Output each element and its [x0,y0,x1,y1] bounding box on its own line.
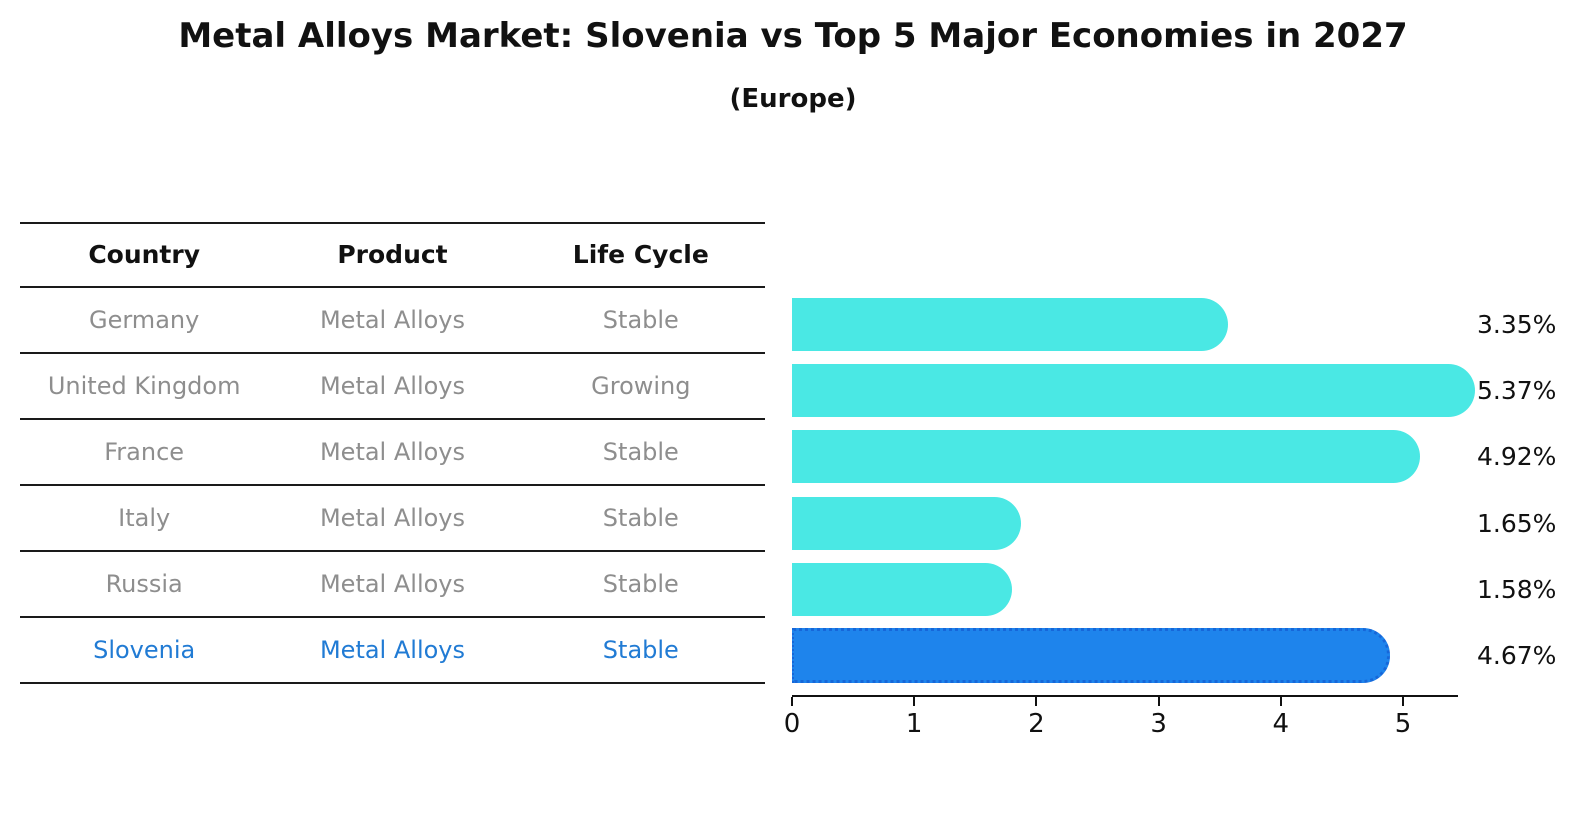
x-axis-tick [1402,697,1404,706]
cell-life-cycle: Stable [602,438,679,466]
bar-row: 1.58% [792,562,1556,616]
bar-value-label: 1.58% [1477,574,1557,604]
page-title: Metal Alloys Market: Slovenia vs Top 5 M… [178,16,1408,56]
table-row: Italy Metal Alloys Stable [20,486,765,552]
cell-product: Metal Alloys [319,504,465,532]
cell-product: Metal Alloys [319,306,465,334]
cell-product: Metal Alloys [319,372,465,400]
bar-value-label: 4.67% [1477,641,1557,670]
bar-row-highlighted: 4.67% [792,628,1556,683]
bar-value-label: 5.37% [1477,376,1557,406]
bar-row: 1.65% [792,496,1556,550]
cell-product: Metal Alloys [319,438,465,466]
bar-row: 4.92% [792,430,1556,484]
bar-row: 5.37% [792,364,1556,418]
bar [792,298,1229,351]
cell-country: Russia [105,570,183,598]
x-axis-tick-label: 4 [1272,709,1290,739]
bar-value-label: 1.65% [1477,508,1557,538]
x-axis-tick [1035,697,1038,706]
cell-life-cycle: Stable [602,306,679,334]
cell-country: Slovenia [93,636,196,664]
table-row: France Metal Alloys Stable [20,420,765,486]
x-axis-tick [1279,697,1282,706]
x-axis-tick-label: 2 [1028,709,1045,739]
x-axis-tick [1157,697,1160,706]
cell-life-cycle: Stable [602,570,679,598]
bar [792,562,1013,616]
bar [792,430,1421,484]
bar [792,496,1021,550]
table-row: United Kingdom Metal Alloys Growing [20,354,765,420]
x-axis-tick [791,697,793,706]
table-row-highlighted: Slovenia Metal Alloys Stable [20,618,765,684]
x-axis-tick-label: 3 [1150,709,1167,739]
cell-life-cycle: Stable [602,636,679,664]
x-axis: 0 1 2 3 4 5 [784,697,1458,757]
x-axis-tick-label: 1 [905,709,923,739]
cell-country: France [104,438,185,466]
column-header-life-cycle: Life Cycle [572,240,709,269]
cell-product: Metal Alloys [319,570,465,598]
x-axis-tick [913,697,916,706]
page-subtitle: (Europe) [729,84,857,114]
cell-country: Italy [118,504,171,532]
column-header-country: Country [88,240,201,269]
country-table: Country Product Life Cycle Germany Metal… [20,222,765,684]
table-row: Russia Metal Alloys Stable [20,552,765,618]
x-axis-tick-label: 5 [1394,709,1412,739]
cell-product: Metal Alloys [319,636,465,664]
table-row: Germany Metal Alloys Stable [20,288,765,354]
bar [792,628,1390,683]
column-header-product: Product [337,240,448,269]
bar-chart: 3.35% 5.37% 4.92% 1.65% 1.58% 4.67% 0 1 2 3… [784,290,1556,739]
bar [792,364,1476,418]
cell-country: Germany [89,306,200,334]
bar-value-label: 4.92% [1477,442,1557,472]
cell-life-cycle: Stable [602,504,679,532]
table-header-row: Country Product Life Cycle [20,224,765,288]
cell-life-cycle: Growing [591,372,691,400]
x-axis-tick-label: 0 [783,709,801,739]
cell-country: United Kingdom [47,372,241,400]
bar-row: 3.35% [792,298,1556,351]
bar-value-label: 3.35% [1477,310,1557,339]
